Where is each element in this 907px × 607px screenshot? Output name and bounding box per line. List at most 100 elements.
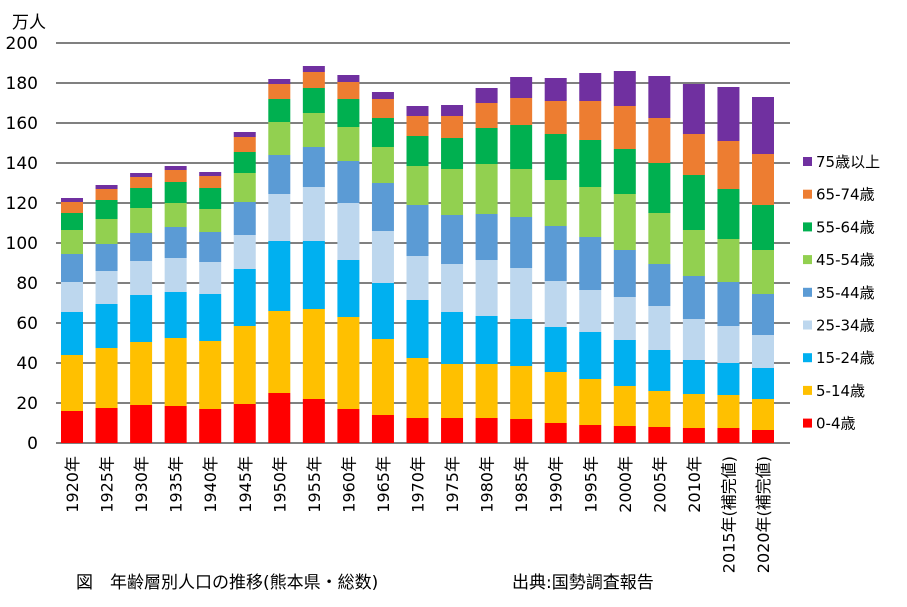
bar-segment <box>233 235 256 269</box>
bar-segment <box>752 399 774 430</box>
bar-segment <box>648 306 671 350</box>
legend-swatch <box>803 287 812 297</box>
x-tick-label: 1980年 <box>478 456 497 513</box>
x-tick-label: 1940年 <box>201 456 220 513</box>
bar-segment <box>337 75 360 82</box>
bar-segment <box>544 226 567 281</box>
bar-segment <box>337 127 360 161</box>
legend-label: 75歳以上 <box>816 153 880 171</box>
y-tick-label: 160 <box>6 114 38 134</box>
bar-segment <box>613 426 636 443</box>
bar-segment <box>579 140 602 187</box>
bar-segment <box>475 316 498 364</box>
bar-segment <box>199 341 222 409</box>
bar-segment <box>164 170 187 182</box>
bar-segment <box>95 348 118 408</box>
bar-segment <box>61 213 83 230</box>
bar-segment <box>441 364 464 418</box>
y-tick-label: 80 <box>16 274 38 294</box>
bar-segment <box>579 425 602 443</box>
bar-segment <box>337 203 360 260</box>
bar-segment <box>302 241 325 309</box>
y-tick-label: 100 <box>6 234 38 254</box>
bar-segment <box>682 84 705 134</box>
bar-segment <box>268 194 291 241</box>
bar-segment <box>579 101 602 140</box>
bar-segment <box>475 260 498 316</box>
bar-segment <box>752 205 774 250</box>
bar-segment <box>544 372 567 423</box>
bar-segment <box>61 355 83 411</box>
bar-segment <box>544 327 567 372</box>
bar-segment <box>371 415 394 443</box>
legend-swatch <box>803 353 812 363</box>
bar-segment <box>682 319 705 360</box>
bar-segment <box>475 88 498 103</box>
x-tick-label: 1945年 <box>236 456 255 513</box>
chart-caption: 図 年齢層別人口の推移(熊本県・総数) <box>76 573 379 593</box>
bar-segment <box>441 169 464 215</box>
bar-segment <box>475 103 498 128</box>
bar-segment <box>406 116 429 136</box>
bar-segment <box>406 166 429 205</box>
bar-segment <box>752 368 774 399</box>
bar-segment <box>752 250 774 294</box>
bar-segment <box>717 189 740 239</box>
bar-segment <box>475 418 498 443</box>
bar-segment <box>682 230 705 276</box>
bar-segment <box>544 134 567 180</box>
bar-segment <box>130 261 153 295</box>
bar-segment <box>233 152 256 173</box>
bar-segment <box>337 409 360 443</box>
bar-segment <box>164 166 187 170</box>
bar-segment <box>648 76 671 118</box>
bar-segment <box>579 73 602 101</box>
x-tick-label: 1955年 <box>305 456 324 513</box>
bar-segment <box>510 77 533 98</box>
bar-segment <box>371 147 394 183</box>
bar-segment <box>130 188 153 208</box>
x-tick-label: 1995年 <box>581 456 600 513</box>
bar-segment <box>61 230 83 254</box>
bar-segment <box>613 194 636 250</box>
bar-segment <box>61 202 83 213</box>
bar-segment <box>164 182 187 203</box>
x-tick-label: 2020年(補完値) <box>754 456 773 573</box>
bar-segment <box>752 294 774 335</box>
bar-segment <box>648 427 671 443</box>
bar-segment <box>579 332 602 379</box>
bar-segment <box>544 423 567 443</box>
bar-segment <box>130 233 153 261</box>
x-tick-label: 2005年 <box>650 456 669 513</box>
bar-segment <box>682 175 705 230</box>
bar-segment <box>579 187 602 237</box>
bar-segment <box>648 391 671 427</box>
bar-segment <box>752 335 774 368</box>
bar-segment <box>579 379 602 425</box>
bar-segment <box>613 250 636 297</box>
legend-label: 65-74歳 <box>816 186 875 204</box>
bar-segment <box>95 271 118 304</box>
bar-segment <box>164 227 187 258</box>
bar-segment <box>268 241 291 311</box>
bar-segment <box>164 258 187 292</box>
bar-segment <box>510 419 533 443</box>
bar-segment <box>475 364 498 418</box>
bar-segment <box>544 101 567 134</box>
bar-segment <box>302 88 325 113</box>
chart-source: 出典:国勢調査報告 <box>512 573 654 593</box>
bar-segment <box>233 137 256 152</box>
bar-segment <box>302 72 325 88</box>
x-tick-label: 2010年 <box>685 456 704 513</box>
legend-swatch <box>803 385 812 395</box>
bar-segment <box>648 350 671 391</box>
bar-segment <box>406 106 429 116</box>
bar-segment <box>717 428 740 443</box>
bar-segment <box>337 317 360 409</box>
legend-swatch <box>803 255 812 265</box>
bar-segment <box>648 118 671 163</box>
bar-segment <box>613 106 636 149</box>
bar-segment <box>233 132 256 137</box>
bar-segment <box>95 304 118 348</box>
legend: 75歳以上 65-74歳 55-64歳 45-54歳 35-44歳 25-34歳 15-24… <box>803 153 880 433</box>
